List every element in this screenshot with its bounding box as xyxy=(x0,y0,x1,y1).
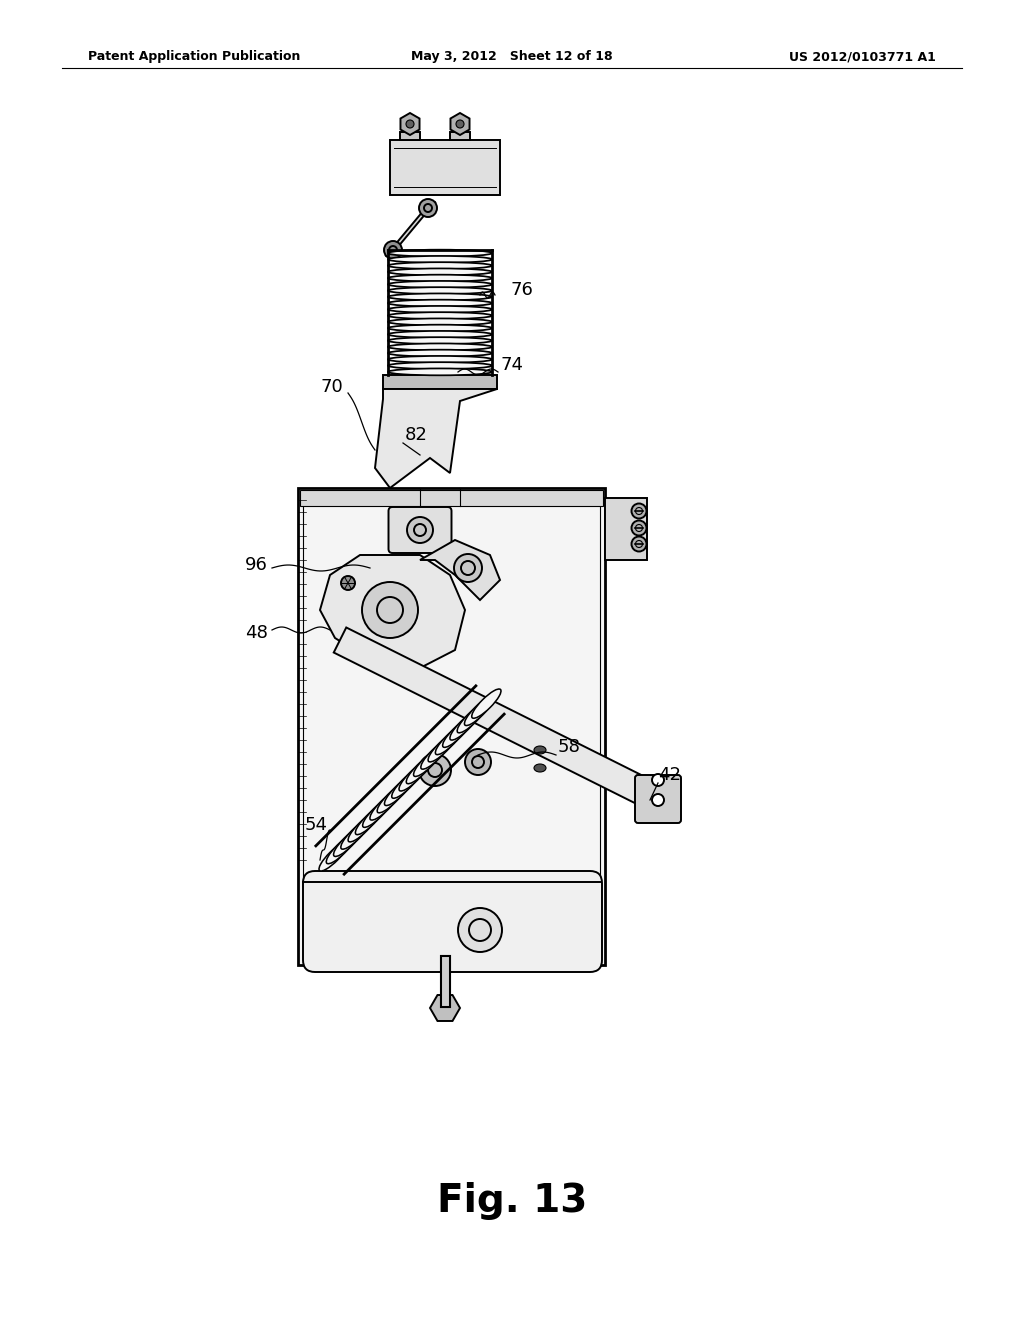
Ellipse shape xyxy=(388,281,492,288)
Ellipse shape xyxy=(435,726,465,755)
Polygon shape xyxy=(298,488,605,965)
Ellipse shape xyxy=(414,747,442,776)
Ellipse shape xyxy=(388,256,492,263)
Polygon shape xyxy=(430,995,460,1020)
Polygon shape xyxy=(400,114,420,135)
Polygon shape xyxy=(300,490,603,506)
Ellipse shape xyxy=(388,288,492,294)
Polygon shape xyxy=(605,498,647,560)
Polygon shape xyxy=(450,132,470,140)
Text: US 2012/0103771 A1: US 2012/0103771 A1 xyxy=(790,50,936,63)
Ellipse shape xyxy=(388,263,492,269)
Text: May 3, 2012   Sheet 12 of 18: May 3, 2012 Sheet 12 of 18 xyxy=(412,50,612,63)
Polygon shape xyxy=(390,140,500,195)
Text: 70: 70 xyxy=(319,378,343,396)
Ellipse shape xyxy=(388,350,492,356)
Ellipse shape xyxy=(388,356,492,363)
Text: 74: 74 xyxy=(500,356,523,374)
Circle shape xyxy=(406,120,414,128)
Ellipse shape xyxy=(457,704,486,733)
Circle shape xyxy=(384,242,402,259)
Ellipse shape xyxy=(450,710,479,741)
Ellipse shape xyxy=(319,842,348,871)
Polygon shape xyxy=(385,202,435,256)
Text: 76: 76 xyxy=(510,281,532,300)
Text: 58: 58 xyxy=(558,738,581,756)
Polygon shape xyxy=(319,554,465,668)
Ellipse shape xyxy=(399,762,428,791)
Text: 54: 54 xyxy=(305,816,328,834)
Circle shape xyxy=(632,520,646,536)
Ellipse shape xyxy=(388,331,492,338)
Text: 48: 48 xyxy=(245,624,268,642)
Ellipse shape xyxy=(370,791,399,820)
Polygon shape xyxy=(400,132,420,140)
Polygon shape xyxy=(334,627,667,813)
Ellipse shape xyxy=(377,784,407,813)
Ellipse shape xyxy=(388,275,492,281)
Ellipse shape xyxy=(348,813,378,842)
Text: 42: 42 xyxy=(658,766,681,784)
Circle shape xyxy=(458,908,502,952)
Ellipse shape xyxy=(388,268,492,276)
Circle shape xyxy=(362,582,418,638)
Ellipse shape xyxy=(388,249,492,256)
Ellipse shape xyxy=(362,799,392,828)
Ellipse shape xyxy=(392,770,421,799)
Ellipse shape xyxy=(388,343,492,350)
Circle shape xyxy=(454,554,482,582)
Circle shape xyxy=(652,795,664,807)
Text: Fig. 13: Fig. 13 xyxy=(437,1181,587,1220)
Circle shape xyxy=(465,748,490,775)
Circle shape xyxy=(422,389,458,425)
Ellipse shape xyxy=(388,337,492,345)
Text: 96: 96 xyxy=(245,556,268,574)
Text: Patent Application Publication: Patent Application Publication xyxy=(88,50,300,63)
FancyBboxPatch shape xyxy=(303,871,602,972)
Circle shape xyxy=(456,120,464,128)
Circle shape xyxy=(652,774,664,785)
Ellipse shape xyxy=(334,828,362,857)
Ellipse shape xyxy=(388,362,492,370)
Ellipse shape xyxy=(327,834,355,863)
Circle shape xyxy=(407,517,433,543)
Text: 82: 82 xyxy=(406,426,428,444)
Circle shape xyxy=(419,754,451,785)
Ellipse shape xyxy=(534,746,546,754)
Ellipse shape xyxy=(534,764,546,772)
Ellipse shape xyxy=(388,293,492,301)
Circle shape xyxy=(419,199,437,216)
Polygon shape xyxy=(451,114,470,135)
Ellipse shape xyxy=(388,368,492,375)
Ellipse shape xyxy=(407,755,435,784)
Ellipse shape xyxy=(465,696,494,726)
Ellipse shape xyxy=(421,741,451,770)
Ellipse shape xyxy=(355,805,385,834)
Circle shape xyxy=(632,536,646,552)
Ellipse shape xyxy=(384,776,414,805)
Ellipse shape xyxy=(388,325,492,331)
Polygon shape xyxy=(420,540,500,601)
Ellipse shape xyxy=(388,313,492,319)
Polygon shape xyxy=(375,389,497,488)
Circle shape xyxy=(632,503,646,519)
FancyBboxPatch shape xyxy=(388,507,452,553)
Ellipse shape xyxy=(341,820,370,849)
Ellipse shape xyxy=(472,689,501,718)
Ellipse shape xyxy=(388,306,492,313)
Polygon shape xyxy=(383,375,497,389)
Ellipse shape xyxy=(442,718,472,747)
Ellipse shape xyxy=(388,318,492,325)
Ellipse shape xyxy=(388,300,492,306)
FancyBboxPatch shape xyxy=(635,775,681,822)
Circle shape xyxy=(341,576,355,590)
Ellipse shape xyxy=(428,733,458,762)
